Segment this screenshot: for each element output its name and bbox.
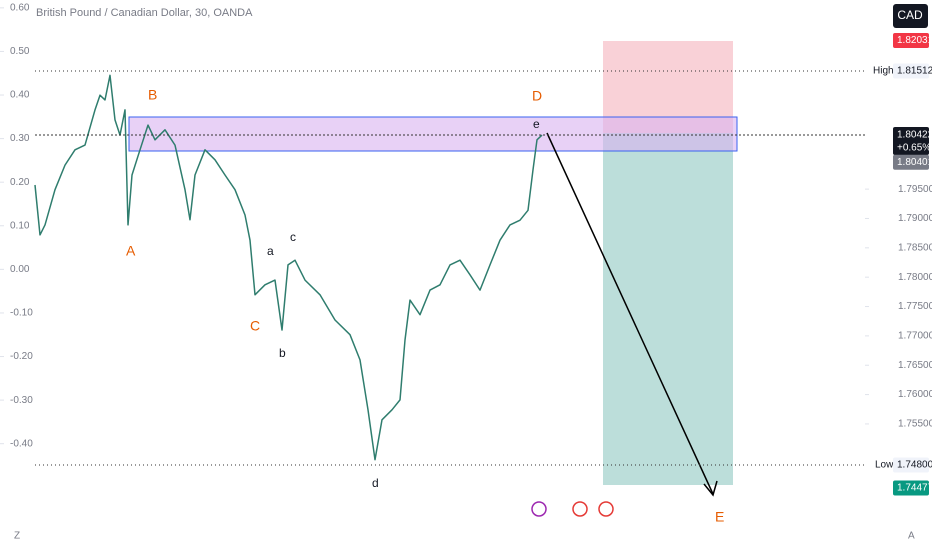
y-tick-label: 1.76000 xyxy=(898,389,932,400)
y2-tick-label: -0.10 xyxy=(10,308,33,319)
price-badge xyxy=(893,63,929,79)
price-badge xyxy=(893,480,929,496)
corner-label: A xyxy=(908,531,915,542)
price-badge-label: 1.81512 xyxy=(897,66,932,77)
corner-label: Z xyxy=(14,531,20,542)
y-tick-label: 1.76500 xyxy=(898,360,932,371)
wave-label: b xyxy=(279,346,286,360)
wave-label: d xyxy=(372,476,379,490)
wave-label: D xyxy=(532,88,542,104)
price-line xyxy=(34,74,543,461)
y2-tick-label: -0.40 xyxy=(10,438,33,449)
price-badge-label: 1.74477 xyxy=(897,483,932,494)
y-tick-label: 1.77500 xyxy=(898,301,932,312)
wave-label: E xyxy=(715,509,724,525)
price-badge-label: 1.82031 xyxy=(897,35,932,46)
y2-tick-label: -0.20 xyxy=(10,351,33,362)
event-icon[interactable] xyxy=(572,501,588,517)
y2-tick-label: -0.30 xyxy=(10,395,33,406)
currency-label: CAD xyxy=(897,8,923,22)
y-tick-label: 1.78500 xyxy=(898,242,932,253)
wave-label: C xyxy=(250,318,260,334)
y2-tick-label: 0.60 xyxy=(10,2,30,13)
y2-tick-label: 0.00 xyxy=(10,264,30,275)
y2-tick-label: 0.30 xyxy=(10,133,30,144)
wave-label: A xyxy=(126,243,136,259)
price-badge-label: 1.74800 xyxy=(897,460,932,471)
last-price: 1.80422 xyxy=(897,130,932,141)
y2-tick-label: 0.40 xyxy=(10,90,30,101)
y2-tick-label: 0.20 xyxy=(10,177,30,188)
event-icon[interactable] xyxy=(598,501,614,517)
event-icon[interactable] xyxy=(531,501,547,517)
target-zone xyxy=(603,133,733,485)
y-tick-label: 1.78000 xyxy=(898,272,932,283)
high-label: High xyxy=(873,66,894,77)
y2-tick-label: 0.10 xyxy=(10,220,30,231)
low-label: Low xyxy=(875,460,894,471)
y2-tick-label: 0.50 xyxy=(10,46,30,57)
projection-arrow xyxy=(546,132,714,495)
wave-label: e xyxy=(533,117,540,131)
price-badge-label: 1.80401 xyxy=(897,157,932,168)
chart-title: British Pound / Canadian Dollar, 30, OAN… xyxy=(36,7,253,19)
price-badge xyxy=(893,457,929,473)
y-tick-label: 1.79000 xyxy=(898,213,932,224)
resistance-zone xyxy=(128,116,738,152)
price-change: +0.65% xyxy=(897,143,931,154)
price-badge xyxy=(893,154,929,170)
wave-label: a xyxy=(267,244,274,258)
arrow-head xyxy=(703,480,718,497)
y-tick-label: 1.75500 xyxy=(898,419,932,430)
wave-label: B xyxy=(148,87,157,103)
wave-label: c xyxy=(290,230,296,244)
y-tick-label: 1.79500 xyxy=(898,184,932,195)
y-tick-label: 1.77000 xyxy=(898,331,932,342)
currency-button[interactable] xyxy=(893,4,928,28)
price-badge xyxy=(893,33,929,49)
last-badge-bg xyxy=(893,127,929,156)
